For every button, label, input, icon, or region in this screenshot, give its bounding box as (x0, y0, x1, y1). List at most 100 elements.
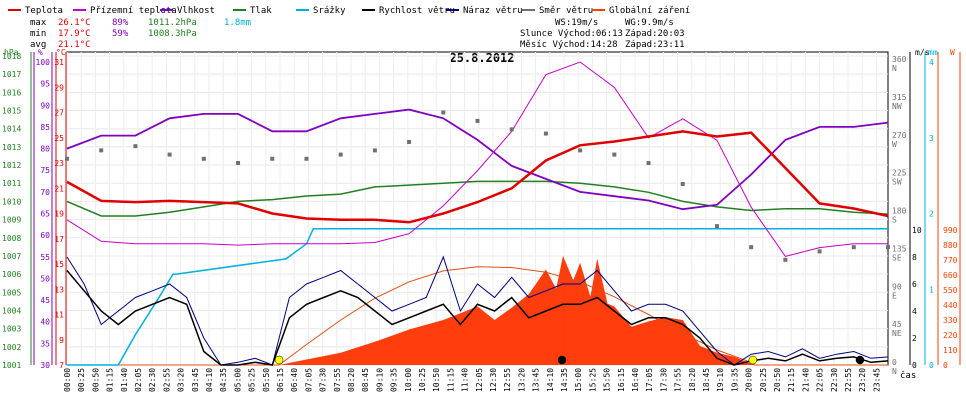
x-tick-label: 17:55 (674, 368, 683, 392)
chart-title: 25.8.2012 (449, 51, 514, 65)
axis-rad-tick: 660 (943, 271, 958, 280)
axis-rad-tick: 110 (943, 346, 958, 355)
x-tick-label: 15:00 (574, 368, 583, 392)
axis-rain-tick: 3 (929, 134, 934, 143)
axis-pct-tick: 85 (40, 123, 50, 132)
x-tick-label: 09:10 (375, 368, 384, 392)
series-pressure (66, 180, 889, 217)
axis-rad-tick: 550 (943, 286, 958, 295)
x-tick-label: 16:15 (617, 368, 626, 392)
axis-pct-tick: 100 (36, 58, 51, 67)
x-tick-label: 02:05 (134, 368, 143, 392)
axis-temp-tick: 21 (54, 184, 64, 193)
x-tick-label: 22:55 (844, 368, 853, 392)
axis-pct-tick: 65 (40, 210, 50, 219)
axis-rain-tick: 0 (929, 361, 934, 370)
legend-label-1: Přízemní teplota (90, 6, 177, 16)
x-tick-label: 10:25 (418, 368, 427, 392)
info-sun: Slunce Východ:06:13 (520, 29, 623, 39)
x-tick-label: 17:05 (645, 368, 654, 392)
x-tick-label: 12:55 (503, 368, 512, 392)
axis-hpa-tick: 1001 (2, 361, 21, 370)
axis-hpa-tick: 1008 (2, 234, 21, 243)
stat-max-rain: 1.8mm (224, 18, 251, 28)
x-tick-label: 05:25 (248, 368, 257, 392)
axis-pct-tick: 50 (40, 274, 50, 283)
x-tick-label: 11:15 (446, 368, 455, 392)
axis-rad-tick: 770 (943, 256, 958, 265)
legend-label-0: Teplota (25, 6, 63, 16)
x-tick-label: 11:40 (461, 368, 470, 392)
x-tick-label: 07:30 (319, 368, 328, 392)
stat-max-label: max (30, 18, 47, 28)
wind-dir-point (680, 182, 685, 187)
axis-hpa-tick: 1003 (2, 325, 21, 334)
series-radiation (67, 255, 888, 365)
axis-hpa-tick: 1007 (2, 252, 21, 261)
x-tick-label: 04:10 (205, 368, 214, 392)
axis-pct-tick: 70 (40, 188, 50, 197)
axis-temp-tick: 7 (59, 361, 64, 370)
axis-rad-tick: 220 (943, 331, 958, 340)
legend-label-4: Srážky (313, 6, 346, 16)
wind-dir-point (65, 156, 69, 161)
axis-wind-tick: 2 (912, 334, 917, 343)
info-moon: Měsíc Východ:14:28 (520, 40, 618, 50)
x-tick-label: 13:45 (532, 368, 541, 392)
axis-temp-tick: 31 (54, 58, 64, 67)
axis-hpa-tick: 1009 (2, 216, 21, 225)
axis-dir-tick: 90 (892, 282, 902, 291)
axis-rain-tick: 4 (929, 58, 934, 67)
axis-pct-tick: 90 (40, 101, 50, 110)
plot-area (65, 61, 890, 366)
x-tick-label: 13:20 (517, 368, 526, 392)
x-tick-label: 12:30 (489, 368, 498, 392)
axis-hpa-tick: 1017 (2, 70, 21, 79)
x-tick-label: 23:20 (858, 368, 867, 392)
wind-dir-point (714, 224, 719, 229)
axis-pct-tick: 95 (40, 80, 50, 89)
axis-dir-tick: 225 (892, 169, 907, 178)
axis-rain-label: mm (928, 48, 938, 57)
axis-temp-tick: 17 (54, 235, 64, 244)
axis-wind-tick: 6 (912, 280, 917, 289)
wind-dir-point (851, 245, 856, 250)
info-moon-set: Západ:23:11 (625, 40, 685, 50)
legend-label-7: Směr větru (539, 6, 593, 16)
axis-wind-tick: 8 (912, 253, 917, 262)
axis-wind-tick: 4 (912, 307, 917, 316)
axis-dir-tick-name: N (892, 367, 897, 376)
axis-pct-tick: 40 (40, 318, 50, 327)
axis-wind-tick: 0 (912, 361, 917, 370)
x-tick-label: 17:30 (659, 368, 668, 392)
x-tick-label: 08:20 (347, 368, 356, 392)
axis-dir-tick-name: S (892, 216, 897, 225)
axis-temp-tick: 27 (54, 109, 64, 118)
stat-max-pres: 1011.2hPa (148, 18, 197, 28)
wind-dir-point (167, 152, 172, 157)
info-wg: WG:9.9m/s (625, 18, 674, 28)
legend-label-6: Náraz větru (463, 6, 523, 16)
wind-dir-point (817, 249, 822, 254)
x-tick-label: 20:00 (745, 368, 754, 392)
x-tick-label: 00:00 (63, 368, 72, 392)
axis-hpa-tick: 1002 (2, 343, 21, 352)
axis-temp-tick: 19 (54, 210, 64, 219)
axis-temp-tick: 13 (54, 285, 64, 294)
x-tick-label: 21:15 (787, 368, 796, 392)
stat-max-temp: 26.1°C (58, 18, 91, 28)
x-tick-label: 14:10 (546, 368, 555, 392)
axis-wind-tick: 10 (912, 226, 922, 235)
axis-temp-tick: 11 (54, 311, 64, 320)
x-tick-label: 19:10 (716, 368, 725, 392)
stat-min-temp: 17.9°C (58, 29, 91, 39)
x-tick-label: 00:25 (77, 368, 86, 392)
axis-hpa-tick: 1018 (2, 52, 21, 61)
info-block: WS:19m/s WG:9.9m/s Slunce Východ:06:13 Z… (520, 18, 685, 50)
x-tick-label: 15:50 (603, 368, 612, 392)
axis-pct-tick: 35 (40, 339, 50, 348)
axis-rad-label: W (950, 48, 955, 57)
axis-dir-tick-name: W (892, 140, 897, 149)
axis-dir-tick-name: SW (892, 178, 902, 187)
